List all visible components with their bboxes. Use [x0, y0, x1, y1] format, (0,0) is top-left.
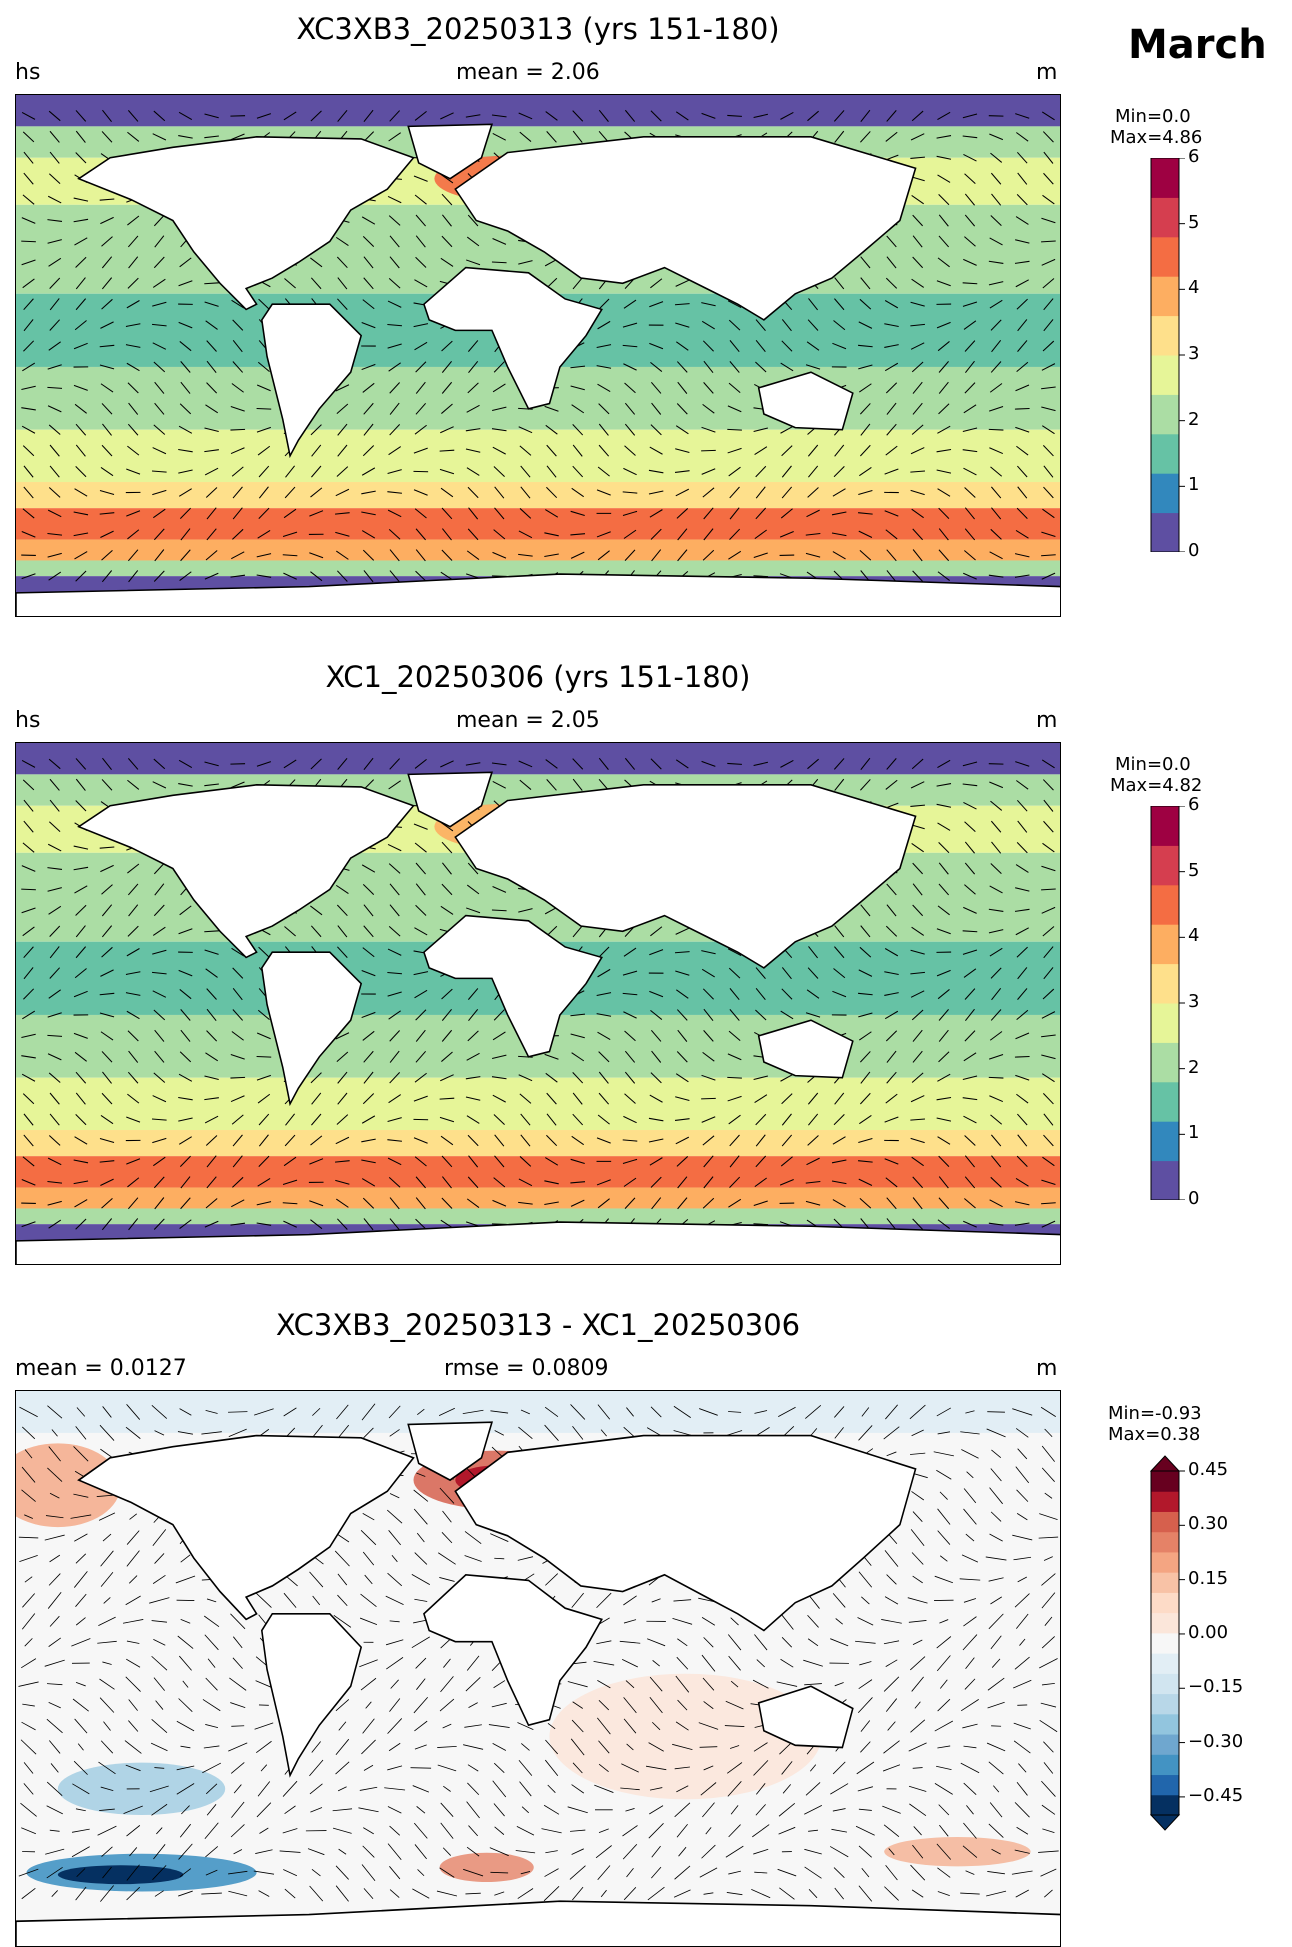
- panel2-variable-label: hs: [15, 708, 40, 733]
- panel2-colorbar: [1150, 806, 1190, 1200]
- colorbar-tick-label: 5: [1188, 860, 1199, 881]
- panel3-map: [15, 1390, 1061, 1947]
- colorbar-tick-label: 4: [1188, 925, 1199, 946]
- colorbar-tick-label: 2: [1188, 1057, 1199, 1078]
- panel2-title: XC1_20250306 (yrs 151-180): [38, 660, 1038, 694]
- colorbar-tick-label: 1: [1188, 474, 1199, 495]
- panel1-max-label: Max=4.86: [1110, 127, 1202, 148]
- colorbar-tick-label: −0.45: [1188, 1785, 1243, 1806]
- panel1-map: [15, 94, 1061, 617]
- panel2-min-label: Min=0.0: [1115, 754, 1191, 775]
- colorbar-tick-label: 0.45: [1188, 1459, 1228, 1480]
- panel3-map-field: [16, 1391, 1061, 1947]
- colorbar-tick-label: 6: [1188, 794, 1199, 815]
- colorbar-tick-label: 3: [1188, 343, 1199, 364]
- panel1-mean-label: mean = 2.06: [456, 60, 600, 85]
- panel1-units-label: m: [1036, 60, 1057, 85]
- colorbar-tick-label: −0.15: [1188, 1676, 1243, 1697]
- panel3-title: XC3XB3_20250313 - XC1_20250306: [38, 1308, 1038, 1342]
- panel2-mean-label: mean = 2.05: [456, 708, 600, 733]
- panel2-max-label: Max=4.82: [1110, 775, 1202, 796]
- panel1-variable-label: hs: [15, 60, 40, 85]
- colorbar-tick-label: 0.15: [1188, 1568, 1228, 1589]
- colorbar-tick-label: 4: [1188, 277, 1199, 298]
- panel1-min-label: Min=0.0: [1115, 106, 1191, 127]
- panel3-mean-label: mean = 0.0127: [15, 1356, 187, 1381]
- panel2-units-label: m: [1036, 708, 1057, 733]
- panel3-units-label: m: [1036, 1356, 1057, 1381]
- colorbar-tick-label: 0.30: [1188, 1513, 1228, 1534]
- colorbar-tick-label: 6: [1188, 146, 1199, 167]
- panel3-max-label: Max=0.38: [1108, 1424, 1200, 1445]
- colorbar-tick-label: −0.30: [1188, 1731, 1243, 1752]
- colorbar-tick-label: 0.00: [1188, 1622, 1228, 1643]
- panel1-map-field: [16, 95, 1061, 617]
- colorbar-tick-label: 0: [1188, 540, 1199, 561]
- panel2-map: [15, 742, 1061, 1265]
- colorbar-tick-label: 3: [1188, 991, 1199, 1012]
- colorbar-tick-label: 0: [1188, 1188, 1199, 1209]
- colorbar-tick-label: 1: [1188, 1122, 1199, 1143]
- panel2-map-field: [16, 743, 1061, 1265]
- colorbar-tick-label: 2: [1188, 409, 1199, 430]
- panel3-min-label: Min=-0.93: [1108, 1403, 1202, 1424]
- panel1-title: XC3XB3_20250313 (yrs 151-180): [38, 12, 1038, 46]
- panel1-colorbar: [1150, 158, 1190, 552]
- colorbar-tick-label: 5: [1188, 212, 1199, 233]
- month-label: March: [1128, 22, 1267, 68]
- panel3-colorbar: [1150, 1455, 1190, 1831]
- panel3-rmse-label: rmse = 0.0809: [444, 1356, 608, 1381]
